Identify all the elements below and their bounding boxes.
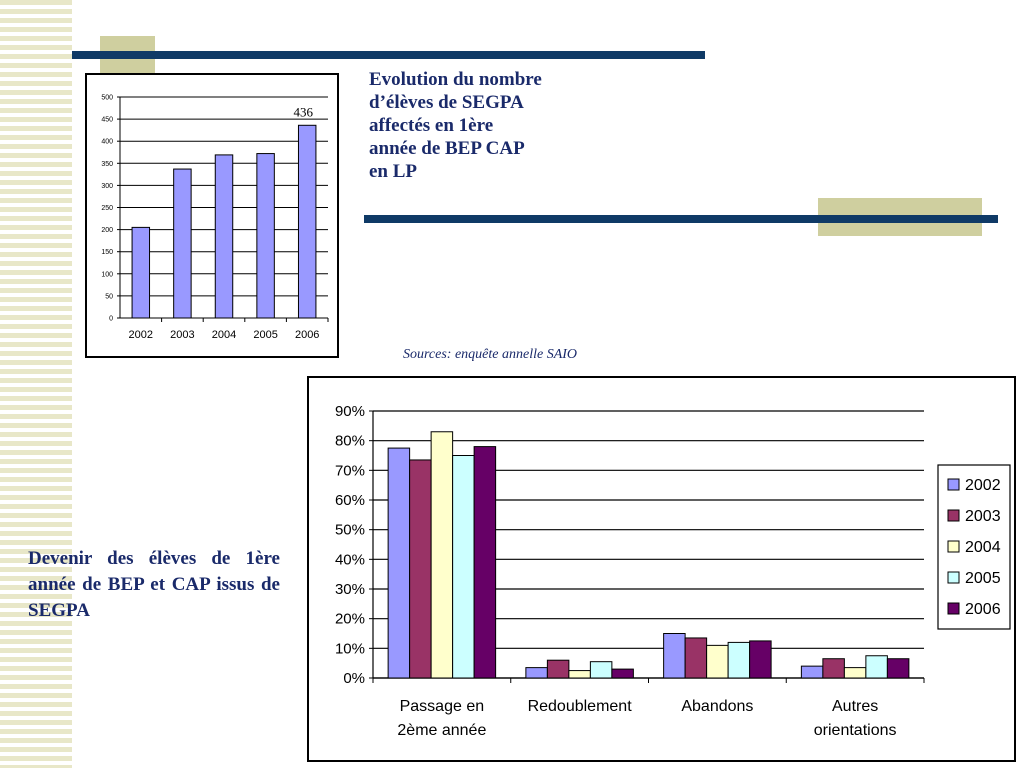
decorative-bar-top [72,51,705,59]
bar [387,447,411,679]
y-tick-label: 50 [105,293,113,300]
x-tick-label: 2004 [212,329,236,341]
chart-segpa-evolution-svg: 0 50 100 150 200 250 300 350 400 450 500 2002 2003 20… [101,95,329,341]
bar [131,226,151,319]
bar [800,665,824,679]
y-tick-label: 60% [335,492,365,509]
bar [173,168,192,319]
y-tick-label: 100 [101,271,113,278]
bar [611,668,634,679]
x-tick-label: 2003 [170,329,194,341]
title-line: année de BEP CAP [369,138,525,159]
y-tick-label: 50% [335,522,365,539]
bar [663,633,686,679]
y-tick-label: 300 [101,183,113,190]
y-tick-label: 0% [343,670,365,687]
x-tick-label: orientations [814,722,897,739]
bar [822,658,845,679]
bar [589,661,613,679]
x-tick-label: Autres [832,698,878,715]
legend-swatch [947,571,960,584]
x-tick-label: Passage en [400,698,485,715]
title-line: Evolution du nombre [369,69,542,90]
bar [452,455,475,679]
legend-swatch [947,540,960,553]
bar [256,153,275,319]
y-tick-label: 40% [335,551,365,568]
bar [473,446,497,679]
x-tick-label: Abandons [681,698,753,715]
bar [886,658,910,679]
bar [727,641,751,679]
legend-label: 2006 [965,601,1001,618]
y-tick-label: 0 [109,316,113,323]
y-tick-label: 150 [101,249,113,256]
y-tick-label: 20% [335,611,365,628]
y-tick-label: 80% [335,433,365,450]
y-tick-label: 30% [335,581,365,598]
bar [684,637,708,679]
legend-label: 2004 [965,539,1001,556]
bar [568,670,591,679]
legend-label: 2003 [965,508,1001,525]
x-tick-label: 2006 [295,329,319,341]
title-line: affectés en 1ère [369,115,494,136]
bar [409,459,432,679]
bar [706,644,729,679]
legend-swatch [947,509,960,522]
bar [525,667,548,679]
legend-swatch [947,602,960,615]
x-tick-label: 2ème année [397,722,486,739]
legend-swatch [947,478,960,491]
page-title-evolution: Evolution du nombre d’élèves de SEGPA af… [369,68,584,183]
bar [430,431,454,679]
decorative-stripes [0,0,72,768]
chart-devenir-svg: 0% 10% 20% 30% 40% 50% 60% 70% 80% 90% Passage en 2… [335,403,1011,739]
y-tick-label: 400 [101,139,113,146]
bar [749,640,772,679]
title-line: en LP [369,161,418,182]
y-tick-label: 350 [101,161,113,168]
chart-segpa-evolution: 0 50 100 150 200 250 300 350 400 450 500 2002 2003 20… [85,73,339,358]
y-tick-label: 450 [101,117,113,124]
y-tick-label: 10% [335,640,365,657]
x-tick-label: 2005 [253,329,277,341]
x-tick-label: 2002 [129,329,153,341]
sources-note: Sources: enquête annelle SAIO [403,347,578,362]
bar [865,655,888,679]
data-label: 436 [293,104,313,119]
chart-devenir: 0% 10% 20% 30% 40% 50% 60% 70% 80% 90% Passage en 2… [307,376,1016,762]
y-tick-label: 500 [101,95,113,102]
title-line: d’élèves de SEGPA [369,92,524,113]
bar [214,154,234,319]
y-tick-label: 70% [335,462,365,479]
bar [546,659,570,679]
y-tick-label: 90% [335,403,365,420]
legend-label: 2005 [965,570,1001,587]
bar [297,124,317,319]
y-tick-label: 200 [101,227,113,234]
decorative-bar-mid [364,215,998,223]
x-tick-label: Redoublement [528,698,633,715]
bar [843,667,867,679]
y-tick-label: 250 [101,205,113,212]
legend-label: 2002 [965,477,1001,494]
section-title-devenir: Devenir des élèves de 1ère année de BEP … [28,548,280,621]
